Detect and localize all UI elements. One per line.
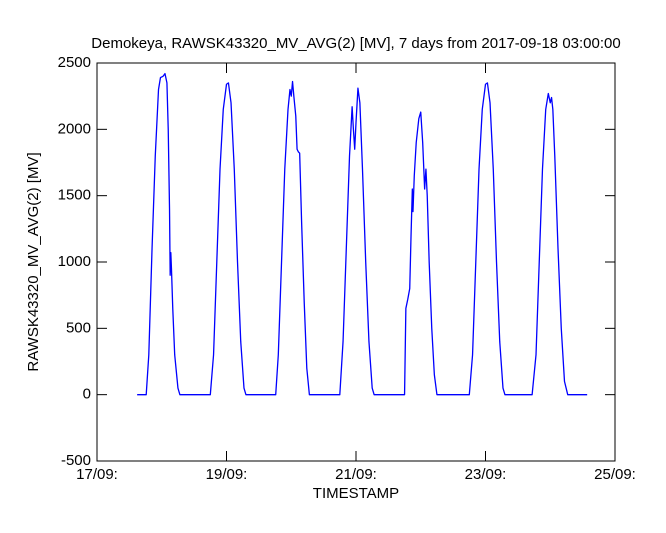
y-tick-label: 500 xyxy=(66,319,91,336)
x-tick-label: 19/09: xyxy=(206,466,248,483)
y-tick-label: 1000 xyxy=(58,253,91,270)
data-line xyxy=(137,72,588,396)
y-tick-label: 0 xyxy=(83,386,91,403)
x-tick-label: 23/09: xyxy=(465,466,507,483)
y-tick-label: -500 xyxy=(61,452,91,469)
y-tick-label: 2500 xyxy=(58,54,91,71)
x-tick-label: 25/09: xyxy=(594,466,636,483)
chart-title: Demokeya, RAWSK43320_MV_AVG(2) [MV], 7 d… xyxy=(91,35,620,52)
x-tick-label: 17/09: xyxy=(76,466,118,483)
y-tick-label: 1500 xyxy=(58,187,91,204)
y-tick-label: 2000 xyxy=(58,120,91,137)
x-tick-label: 21/09: xyxy=(335,466,377,483)
x-axis-label: TIMESTAMP xyxy=(313,485,399,502)
y-axis-label: RAWSK43320_MV_AVG(2) [MV] xyxy=(25,152,42,371)
